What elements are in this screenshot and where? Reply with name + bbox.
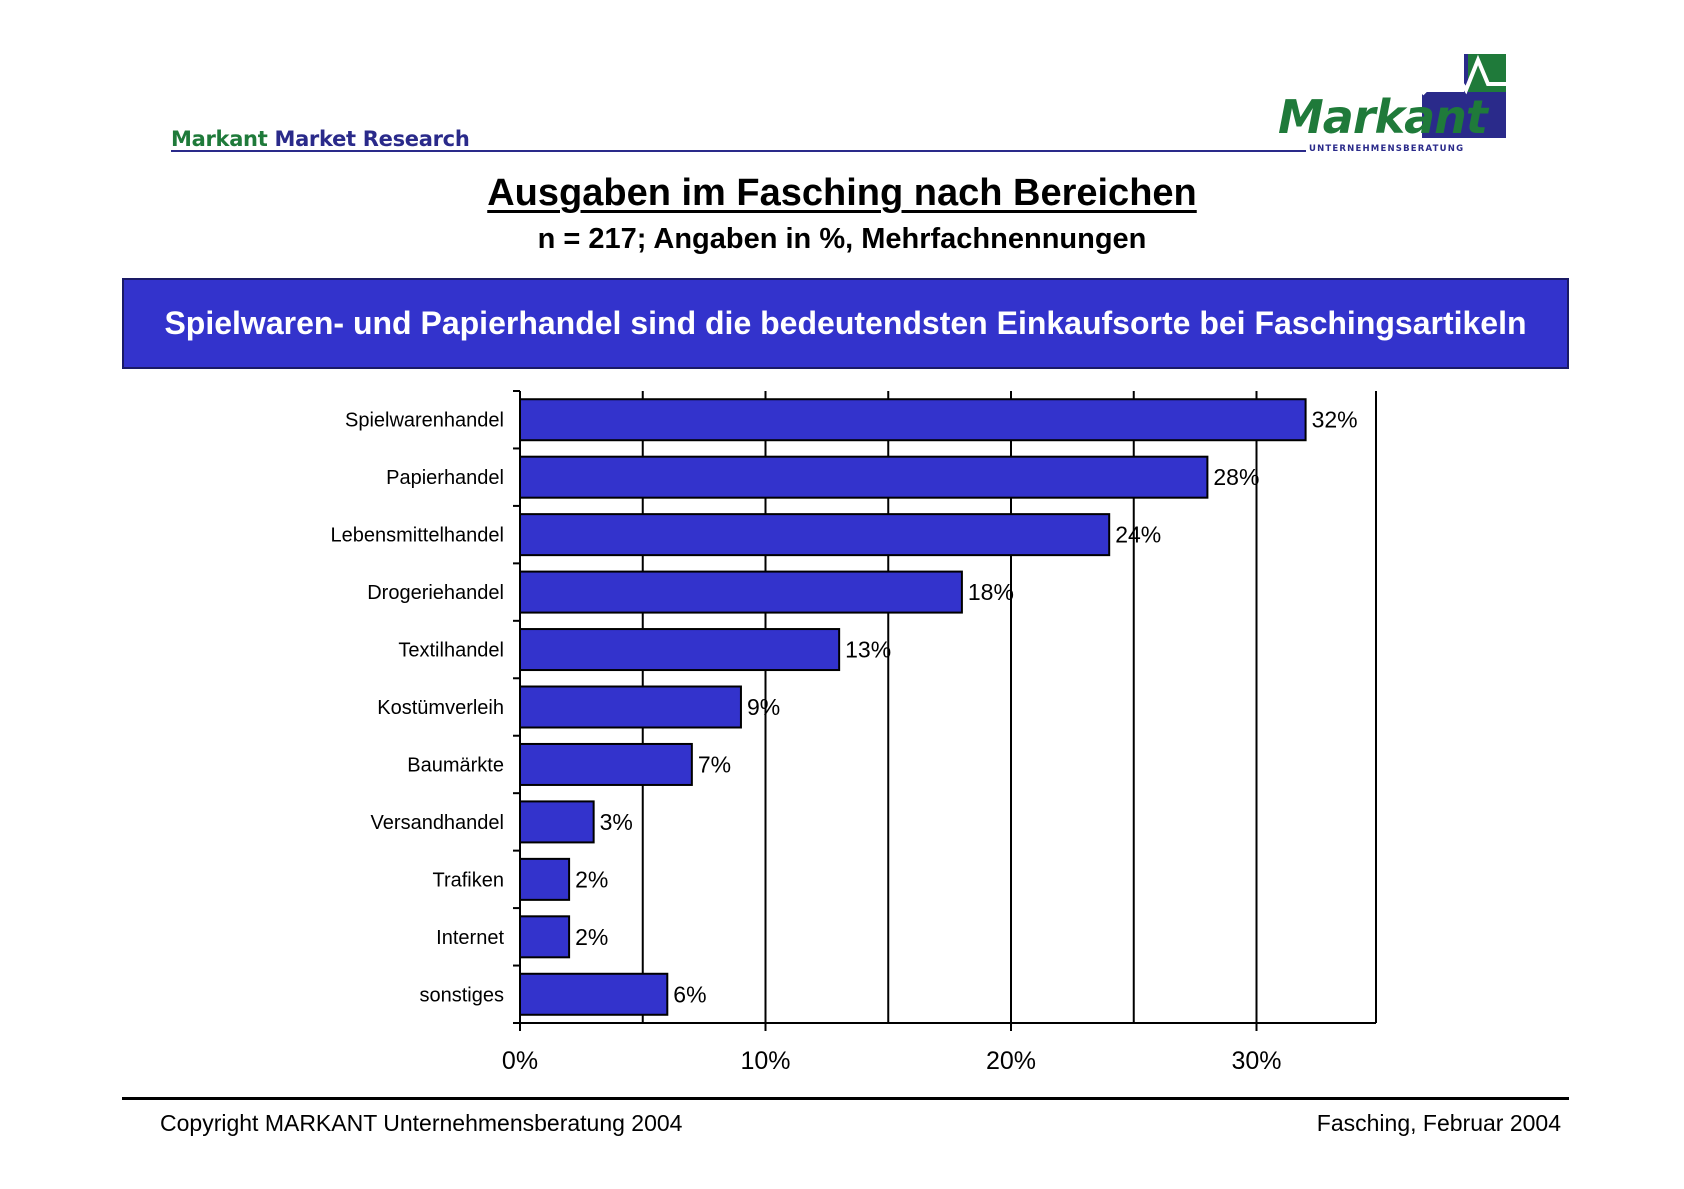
data-label: 2% (575, 924, 608, 950)
bar (519, 972, 669, 1016)
category-label: Versandhandel (371, 812, 504, 834)
x-tick-label: 0% (502, 1047, 538, 1075)
category-label: Papierhandel (386, 467, 504, 489)
data-label: 3% (600, 809, 633, 835)
data-label: 9% (747, 694, 780, 720)
category-label: sonstiges (420, 984, 505, 1006)
category-label: Trafiken (432, 869, 504, 891)
logo-word: Markant (1278, 90, 1488, 144)
bar (519, 685, 742, 729)
data-label: 24% (1115, 522, 1161, 548)
header-brand: Markant Market Research (171, 127, 470, 151)
data-label: 18% (968, 579, 1014, 605)
x-tick-label: 10% (740, 1047, 790, 1075)
bar (519, 742, 693, 786)
page-subtitle: n = 217; Angaben in %, Mehrfachnennungen (537, 223, 1147, 255)
bar (519, 513, 1111, 557)
bar (519, 398, 1307, 442)
x-tick-label: 20% (986, 1047, 1036, 1075)
header-brand-markant: Markant (171, 127, 268, 151)
x-tick-label: 30% (1231, 1047, 1281, 1075)
category-label: Spielwarenhandel (345, 410, 504, 432)
bar (519, 628, 841, 672)
headline-banner: Spielwaren- und Papierhandel sind die be… (122, 278, 1569, 369)
category-label: Drogeriehandel (367, 582, 504, 604)
footer-date: Fasching, Februar 2004 (1316, 1110, 1561, 1136)
data-label: 32% (1312, 407, 1358, 433)
bar (519, 455, 1209, 499)
header-divider (171, 150, 1306, 152)
data-label: 13% (845, 637, 891, 663)
bar (519, 570, 963, 614)
bar (519, 857, 571, 901)
data-label: 28% (1213, 464, 1259, 490)
page-title: Ausgaben im Fasching nach Bereichen (487, 172, 1197, 214)
logo-chart-icon (1422, 54, 1506, 138)
logo-subtitle: UNTERNEHMENSBERATUNG (1309, 144, 1465, 154)
data-label: 7% (698, 751, 731, 777)
category-label: Baumärkte (407, 754, 504, 776)
header-brand-rest: Market Research (274, 127, 470, 151)
data-label: 2% (575, 866, 608, 892)
bar (519, 915, 571, 959)
footer-copyright: Copyright MARKANT Unternehmensberatung 2… (160, 1110, 683, 1136)
category-label: Textilhandel (398, 640, 504, 662)
bar (519, 800, 595, 844)
markant-logo: Markant UNTERNEHMENSBERATUNG (1278, 52, 1518, 156)
data-label: 6% (673, 981, 706, 1007)
footer-divider (122, 1097, 1569, 1100)
category-label: Internet (436, 927, 504, 949)
category-label: Lebensmittelhandel (331, 525, 504, 547)
headline-banner-text: Spielwaren- und Papierhandel sind die be… (164, 305, 1527, 341)
category-label: Kostümverleih (377, 697, 504, 719)
